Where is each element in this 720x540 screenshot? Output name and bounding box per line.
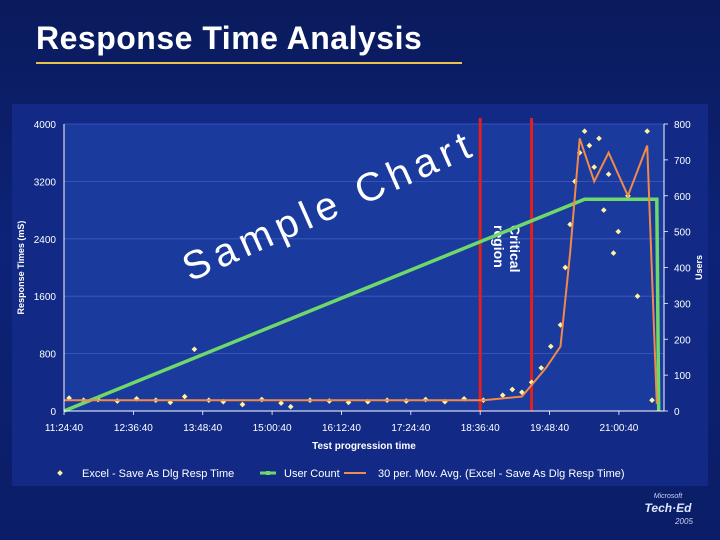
y-tick-label: 800 — [39, 350, 56, 361]
y-tick-label: 3200 — [34, 177, 57, 188]
series-marks — [63, 128, 661, 413]
x-tick-label: 21:00:40 — [599, 423, 638, 434]
x-tick-label: 16:12:40 — [322, 423, 361, 434]
y2-tick-label: 400 — [674, 264, 691, 275]
y2-tick-label: 500 — [674, 228, 691, 239]
scatter-point — [644, 128, 651, 135]
scatter-point — [547, 343, 554, 350]
scatter-point — [591, 164, 598, 170]
y2-tick-label: 100 — [674, 371, 691, 382]
scatter-point — [287, 403, 294, 410]
legend-label: Excel - Save As Dlg Resp Time — [82, 468, 234, 480]
y2-tick-label: 300 — [674, 299, 691, 310]
slide-title: Response Time Analysis — [36, 20, 423, 56]
x-axis-label: Test progression time — [312, 441, 416, 452]
y2-tick-label: 200 — [674, 335, 691, 346]
svg-text:Microsoft: Microsoft — [654, 493, 683, 500]
legend-label: User Count — [284, 468, 340, 480]
scatter-point — [615, 228, 622, 235]
x-tick-label: 13:48:40 — [183, 423, 222, 434]
scatter-point — [586, 142, 593, 149]
critical-region: Criticalregion — [478, 118, 534, 411]
axes: 0 800 1600 2400 3200 4000 0 100 200 300 400 500 600 7… — [16, 120, 704, 452]
scatter-point — [499, 392, 506, 399]
scatter-point — [610, 250, 617, 256]
scatter-point — [634, 293, 641, 300]
legend-swatch-marker — [266, 471, 270, 475]
y2-tick-label: 0 — [674, 407, 680, 418]
series-line-user-count — [63, 197, 661, 413]
title-underline — [36, 62, 462, 64]
scatter-point — [600, 207, 607, 213]
scatter-point — [239, 401, 246, 408]
y-axis-label: Response Times (mS) — [16, 221, 26, 315]
svg-text:2005: 2005 — [674, 517, 693, 526]
y2-tick-label: 600 — [674, 192, 691, 203]
x-tick-label: 19:48:40 — [530, 423, 569, 434]
series-line-moving-average — [64, 138, 658, 404]
x-tick-label: 11:24:40 — [45, 423, 84, 434]
teched-logo: Microsoft Tech·Ed 2005 — [645, 493, 694, 526]
x-tick-label: 12:36:40 — [114, 423, 153, 434]
y2-tick-label: 800 — [674, 120, 691, 131]
y-tick-label: 2400 — [34, 235, 57, 246]
scatter-point — [538, 365, 545, 371]
x-tick-label: 15:00:40 — [253, 423, 292, 434]
y2-axis-label: Users — [694, 255, 704, 280]
y2-tick-label: 700 — [674, 156, 691, 167]
x-tick-label: 18:36:40 — [461, 423, 500, 434]
scatter-point — [605, 171, 612, 178]
legend-label: 30 per. Mov. Avg. (Excel - Save As Dlg R… — [378, 468, 625, 480]
y-tick-label: 0 — [50, 407, 56, 418]
scatter-point — [191, 346, 198, 353]
scatter-point — [509, 386, 516, 393]
x-tick-label: 17:24:40 — [391, 423, 430, 434]
scatter-point — [649, 397, 655, 404]
y-tick-label: 4000 — [34, 120, 57, 131]
legend: Excel - Save As Dlg Resp Time User Count 3… — [57, 468, 625, 480]
y-tick-label: 1600 — [34, 292, 57, 303]
scatter-point — [278, 400, 284, 406]
scatter-point — [596, 135, 602, 142]
critical-region-label-line: Critical — [507, 225, 523, 272]
scatter-point — [562, 264, 569, 271]
scatter-point — [181, 393, 188, 400]
svg-text:Tech·Ed: Tech·Ed — [645, 501, 693, 515]
scatter-point — [581, 128, 588, 135]
